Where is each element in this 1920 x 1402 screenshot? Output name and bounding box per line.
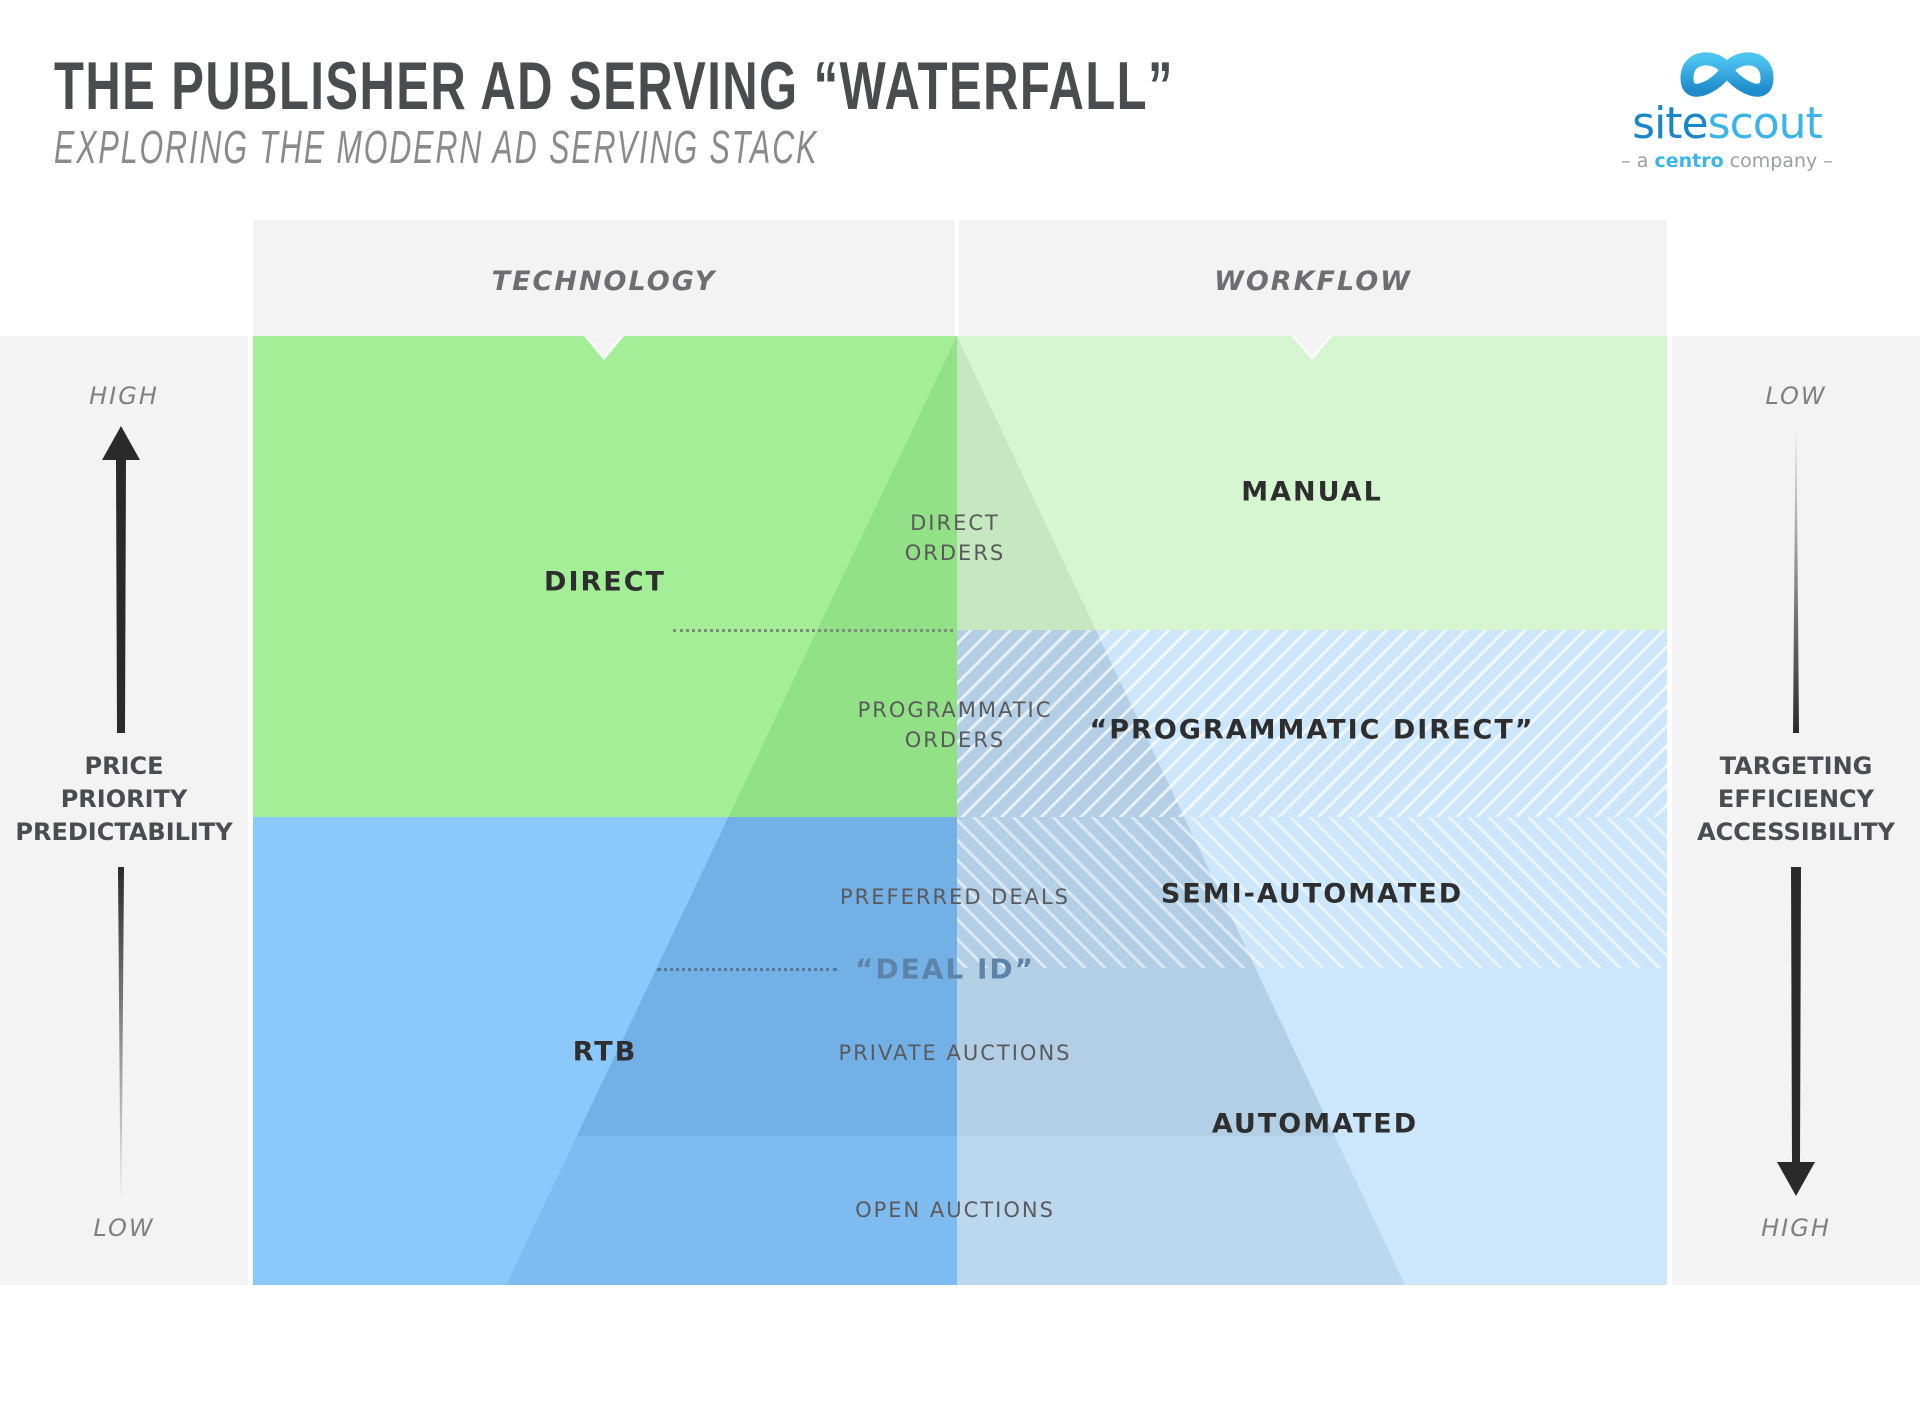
page-title: THE PUBLISHER AD SERVING “WATERFALL” <box>54 48 1174 124</box>
right-axis-labels: TARGETING EFFICIENCY ACCESSIBILITY <box>1672 750 1920 849</box>
arrow-down-icon <box>1777 430 1815 1196</box>
tier-direct-orders: DIRECT ORDERS <box>905 508 1005 568</box>
label-programmatic-direct: “PROGRAMMATIC DIRECT” <box>1089 714 1535 746</box>
workflow-notch-icon <box>1295 336 1329 356</box>
tier-private-auctions: PRIVATE AUCTIONS <box>838 1041 1072 1065</box>
waterfall-diagram: DIRECT RTB MANUAL “PROGRAMMATIC DIRECT” … <box>253 336 1667 1285</box>
left-axis-label-price: PRICE <box>84 752 164 780</box>
hatch-semi-automated <box>957 817 1667 968</box>
right-axis-high: HIGH <box>1761 1214 1831 1242</box>
logo-tagline: – a centro company – <box>1592 150 1862 172</box>
right-axis-label-accessibility: ACCESSIBILITY <box>1697 818 1895 846</box>
left-axis-low: LOW <box>93 1214 155 1242</box>
tier-preferred-deals: PREFERRED DEALS <box>839 885 1071 909</box>
left-axis-label-priority: PRIORITY <box>60 785 188 813</box>
tier-programmatic-orders: PROGRAMMATIC ORDERS <box>858 695 1053 755</box>
technology-notch-icon <box>587 336 621 356</box>
page-subtitle: EXPLORING THE MODERN AD SERVING STACK <box>54 121 819 173</box>
sitescout-logo: sitescout – a centro company – <box>1592 50 1862 175</box>
label-automated: AUTOMATED <box>1211 1108 1419 1140</box>
infinity-icon <box>1680 52 1774 97</box>
tier-programmatic-orders-line1: PROGRAMMATIC <box>857 698 1053 722</box>
tier-open-auctions: OPEN AUCTIONS <box>855 1198 1055 1222</box>
separator-deal-id <box>657 968 837 971</box>
tier-programmatic-orders-line2: ORDERS <box>904 728 1006 752</box>
tier-direct-orders-line2: ORDERS <box>904 541 1006 565</box>
right-axis-panel: LOW TARGETING EFFICIENCY ACCESSIBILITY H… <box>1672 336 1920 1285</box>
logo-word-scout: scout <box>1707 98 1823 149</box>
separator-direct-programmatic <box>673 629 953 632</box>
left-axis-labels: PRICE PRIORITY PREDICTABILITY <box>0 750 248 849</box>
label-rtb: RTB <box>572 1036 638 1068</box>
label-direct: DIRECT <box>544 566 666 598</box>
logo-tag-prefix: – a <box>1621 150 1655 172</box>
label-manual: MANUAL <box>1241 476 1383 508</box>
column-header-technology: TECHNOLOGY <box>253 220 955 336</box>
logo-word-site: site <box>1632 98 1708 149</box>
label-semi-automated: SEMI-AUTOMATED <box>1160 878 1464 910</box>
column-header-workflow: WORKFLOW <box>959 220 1667 336</box>
left-axis-high: HIGH <box>89 382 159 410</box>
arrow-up-icon <box>102 426 140 1196</box>
technology-label: TECHNOLOGY <box>491 266 717 297</box>
logo-tag-suffix: company – <box>1723 150 1833 172</box>
right-axis-label-targeting: TARGETING <box>1719 752 1873 780</box>
pyramid-overlay <box>506 336 1667 1285</box>
right-axis-low: LOW <box>1765 382 1827 410</box>
left-axis-label-predictability: PREDICTABILITY <box>15 818 233 846</box>
logo-wordmark: sitescout <box>1592 102 1862 146</box>
workflow-label: WORKFLOW <box>1214 266 1412 297</box>
label-deal-id: “DEAL ID” <box>854 952 1036 986</box>
hatch-programmatic-direct <box>957 630 1667 817</box>
right-axis-label-efficiency: EFFICIENCY <box>1717 785 1875 813</box>
tier-direct-orders-line1: DIRECT <box>910 511 1000 535</box>
left-axis-panel: HIGH PRICE PRIORITY PREDICTABILITY LOW <box>0 336 248 1285</box>
logo-tag-brand: centro <box>1654 150 1724 172</box>
region-manual <box>957 336 1667 630</box>
